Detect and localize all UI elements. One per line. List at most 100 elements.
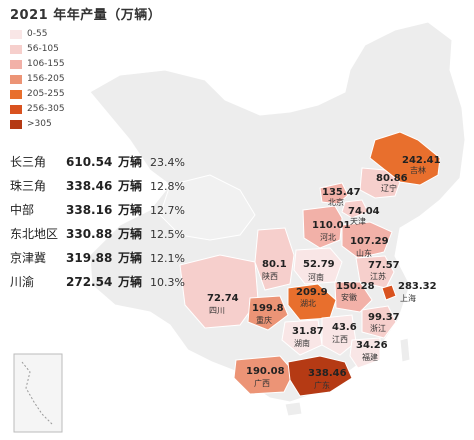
stat-value: 338.16 xyxy=(66,203,113,217)
legend-swatch xyxy=(10,89,22,99)
province-guangdong xyxy=(287,355,353,397)
legend-swatch xyxy=(10,44,22,54)
label-chongqing: 199.8 重庆 xyxy=(252,303,284,325)
stat-row: 京津冀 319.88 万辆 12.1% xyxy=(10,249,185,273)
svg-text:上海: 上海 xyxy=(400,293,416,303)
province-shanghai xyxy=(381,284,397,301)
province-jiangxi xyxy=(321,314,357,356)
svg-text:338.46: 338.46 xyxy=(308,368,347,379)
label-sichuan: 72.74 四川 xyxy=(207,293,239,315)
province-tianjin xyxy=(341,199,369,219)
legend-item: 205-255 xyxy=(10,87,65,101)
stat-unit: 万辆 xyxy=(118,275,143,289)
stat-value: 338.46 xyxy=(66,179,113,193)
south-china-sea-inset xyxy=(13,353,63,433)
stat-row: 川渝 272.54 万辆 10.3% xyxy=(10,273,185,297)
province-liaoning xyxy=(359,167,401,199)
province-shandong xyxy=(341,221,393,259)
inset-islands xyxy=(21,361,53,425)
legend-item: 256-305 xyxy=(10,102,65,116)
svg-text:吉林: 吉林 xyxy=(410,165,426,175)
stat-region: 东北地区 xyxy=(10,227,59,241)
svg-text:199.8: 199.8 xyxy=(252,303,284,314)
province-anhui xyxy=(334,281,373,313)
svg-text:43.6: 43.6 xyxy=(332,322,357,333)
stat-region: 长三角 xyxy=(10,155,47,169)
stat-share: 12.8% xyxy=(150,180,185,193)
label-tianjin: 74.04 天津 xyxy=(348,206,380,226)
legend-label: 0-55 xyxy=(27,29,48,39)
legend-swatch xyxy=(10,59,22,69)
stat-unit: 万辆 xyxy=(118,155,143,169)
legend-label: 156-205 xyxy=(27,74,65,84)
svg-text:107.29: 107.29 xyxy=(350,236,389,247)
label-shaanxi: 80.1 陕西 xyxy=(262,259,287,281)
province-guangxi xyxy=(233,355,295,395)
legend-item: >305 xyxy=(10,117,65,131)
legend-label: 56-105 xyxy=(27,44,59,54)
label-jiangxi: 43.6 江西 xyxy=(332,322,357,344)
province-hebei xyxy=(302,205,343,249)
legend-swatch xyxy=(10,29,22,39)
province-fujian xyxy=(349,337,381,369)
province-hunan xyxy=(281,319,323,356)
label-shandong: 107.29 山东 xyxy=(350,236,389,258)
svg-text:江西: 江西 xyxy=(332,335,348,344)
svg-text:天津: 天津 xyxy=(350,216,366,226)
northwest-region xyxy=(159,174,256,241)
stat-row: 长三角 610.54 万辆 23.4% xyxy=(10,153,185,177)
svg-text:150.28: 150.28 xyxy=(336,281,375,292)
svg-text:湖南: 湖南 xyxy=(294,338,310,348)
label-anhui: 150.28 安徽 xyxy=(336,281,375,302)
stat-unit: 万辆 xyxy=(118,227,143,241)
svg-text:陕西: 陕西 xyxy=(262,271,278,281)
svg-text:190.08: 190.08 xyxy=(246,366,285,377)
svg-text:山东: 山东 xyxy=(356,248,372,258)
china-outline xyxy=(89,21,466,403)
label-hebei: 110.01 河北 xyxy=(312,220,351,242)
svg-text:72.74: 72.74 xyxy=(207,293,239,304)
stat-region: 川渝 xyxy=(10,275,35,289)
svg-text:52.79: 52.79 xyxy=(303,259,335,270)
label-jilin: 242.41 吉林 xyxy=(402,155,441,175)
svg-text:河北: 河北 xyxy=(320,232,336,242)
svg-text:浙江: 浙江 xyxy=(370,323,386,333)
legend-swatch xyxy=(10,104,22,114)
svg-text:110.01: 110.01 xyxy=(312,220,351,231)
svg-text:242.41: 242.41 xyxy=(402,155,441,166)
label-fujian: 34.26 福建 xyxy=(356,340,388,362)
svg-text:34.26: 34.26 xyxy=(356,340,388,351)
legend: 0-55 56-105 106-155 156-205 205-255 256-… xyxy=(10,27,65,132)
svg-text:重庆: 重庆 xyxy=(256,315,272,325)
province-beijing xyxy=(319,182,349,205)
svg-text:福建: 福建 xyxy=(362,352,378,362)
label-hunan: 31.87 湖南 xyxy=(292,326,324,348)
label-guangdong: 338.46 广东 xyxy=(308,368,347,390)
svg-text:77.57: 77.57 xyxy=(368,260,400,271)
stat-unit: 万辆 xyxy=(118,203,143,217)
svg-text:31.87: 31.87 xyxy=(292,326,324,337)
label-henan: 52.79 河南 xyxy=(303,259,335,282)
legend-item: 156-205 xyxy=(10,72,65,86)
label-hubei: 209.9 湖北 xyxy=(296,287,328,308)
stat-region: 珠三角 xyxy=(10,179,47,193)
legend-label: >305 xyxy=(27,119,52,129)
label-beijing: 135.47 北京 xyxy=(322,187,361,207)
svg-text:河南: 河南 xyxy=(308,272,324,282)
svg-text:安徽: 安徽 xyxy=(341,292,357,302)
legend-label: 205-255 xyxy=(27,89,65,99)
stat-value: 610.54 xyxy=(66,155,113,169)
svg-text:283.32: 283.32 xyxy=(398,281,437,292)
label-zhejiang: 99.37 浙江 xyxy=(368,312,400,333)
stat-region: 京津冀 xyxy=(10,251,47,265)
legend-item: 56-105 xyxy=(10,42,65,56)
province-taiwan xyxy=(399,337,411,363)
stat-share: 23.4% xyxy=(150,156,185,169)
legend-label: 256-305 xyxy=(27,104,65,114)
label-shanghai: 283.32 上海 xyxy=(398,281,437,303)
svg-text:209.9: 209.9 xyxy=(296,287,328,298)
stat-unit: 万辆 xyxy=(118,179,143,193)
stat-unit: 万辆 xyxy=(118,251,143,265)
stat-row: 珠三角 338.46 万辆 12.8% xyxy=(10,177,185,201)
